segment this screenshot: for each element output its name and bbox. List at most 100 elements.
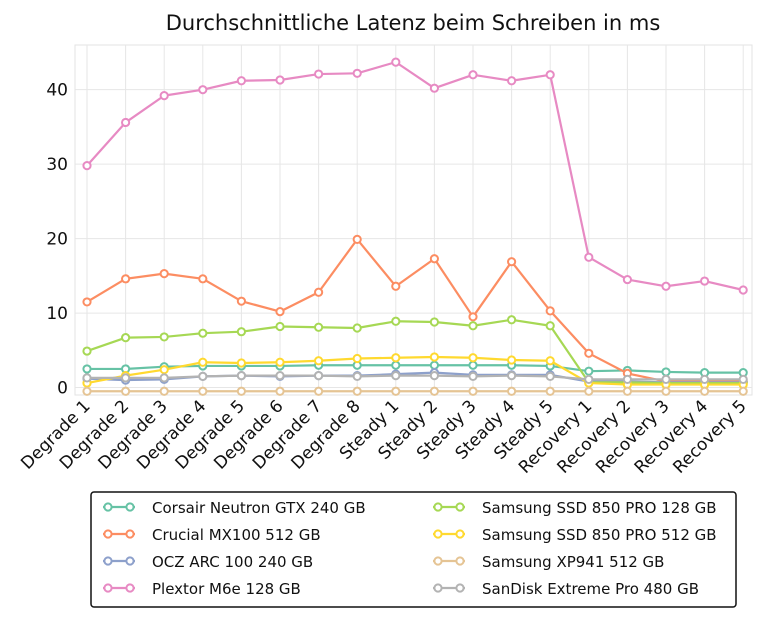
data-point — [429, 352, 439, 362]
data-point — [391, 371, 401, 381]
y-tick-label: 30 — [46, 155, 68, 175]
legend-marker — [125, 502, 135, 512]
data-point — [700, 276, 710, 286]
legend-item: SanDisk Extreme Pro 480 GB — [433, 580, 699, 598]
data-point — [584, 374, 594, 384]
data-point — [391, 353, 401, 363]
data-point — [507, 76, 517, 86]
data-point — [545, 306, 555, 316]
data-point — [275, 321, 285, 332]
legend-label: Samsung XP941 512 GB — [482, 553, 664, 571]
data-point — [236, 327, 246, 337]
legend-label: Samsung SSD 850 PRO 128 GB — [482, 499, 717, 517]
data-point — [545, 371, 555, 381]
data-point — [661, 367, 671, 377]
data-point — [82, 161, 92, 171]
data-point — [159, 365, 169, 375]
data-point — [198, 85, 208, 95]
data-point — [584, 252, 594, 262]
data-point — [584, 366, 594, 376]
data-point — [545, 321, 555, 331]
legend-item: Samsung SSD 850 PRO 128 GB — [433, 499, 717, 517]
legend-label: Corsair Neutron GTX 240 GB — [152, 499, 366, 517]
legend-label: Crucial MX100 512 GB — [152, 526, 321, 544]
data-point — [738, 374, 748, 384]
data-point — [352, 353, 362, 364]
data-point — [352, 234, 362, 244]
data-point — [236, 296, 246, 306]
data-point — [468, 371, 478, 381]
legend-label: SanDisk Extreme Pro 480 GB — [482, 580, 699, 598]
legend-box — [90, 491, 737, 608]
data-point — [429, 317, 439, 327]
data-point — [391, 57, 401, 67]
data-point — [236, 371, 246, 381]
data-point — [507, 355, 517, 365]
data-point — [738, 285, 748, 295]
data-point — [198, 386, 208, 396]
plot-area — [74, 44, 753, 396]
series-line — [86, 238, 744, 383]
data-point — [661, 281, 671, 291]
data-point — [159, 373, 169, 383]
data-point — [584, 348, 594, 358]
data-point — [507, 386, 517, 396]
legend-item: Plextor M6e 128 GB — [103, 580, 301, 598]
data-point — [198, 357, 208, 367]
legend-marker — [433, 556, 443, 566]
legend-marker — [455, 556, 465, 566]
data-point — [352, 323, 362, 333]
legend-marker — [103, 556, 113, 566]
data-point — [236, 76, 246, 86]
data-point — [429, 360, 439, 370]
legend-item: Corsair Neutron GTX 240 GB — [103, 499, 366, 517]
data-point — [391, 281, 401, 291]
data-point — [121, 117, 131, 128]
legend-marker — [103, 502, 113, 512]
data-point — [275, 75, 285, 85]
legend: Corsair Neutron GTX 240 GB Crucial MX100 … — [103, 499, 717, 598]
data-point — [468, 360, 478, 370]
legend-marker — [103, 529, 113, 539]
data-point — [661, 374, 671, 384]
data-point — [314, 356, 324, 366]
y-tick-label: 10 — [46, 304, 68, 324]
legend-label: Samsung SSD 850 PRO 512 GB — [482, 526, 717, 544]
data-point — [159, 91, 169, 101]
data-point — [507, 371, 517, 381]
legend-marker — [433, 529, 443, 539]
data-point — [391, 360, 401, 370]
data-point — [622, 374, 633, 384]
legend-item: Samsung SSD 850 PRO 512 GB — [433, 526, 717, 544]
data-point — [198, 371, 208, 381]
series-6 — [82, 386, 748, 396]
series-line — [86, 61, 744, 292]
data-point — [391, 316, 401, 326]
series-line — [87, 374, 744, 381]
data-point — [314, 69, 324, 79]
data-point — [121, 333, 131, 343]
data-point — [275, 306, 285, 317]
data-point — [468, 321, 478, 331]
series-0 — [82, 360, 748, 378]
data-point — [661, 386, 671, 396]
legend-item: Samsung XP941 512 GB — [433, 553, 664, 571]
data-point — [352, 371, 362, 381]
data-point — [468, 312, 478, 322]
data-point — [275, 357, 285, 367]
legend-label: OCZ ARC 100 240 GB — [152, 553, 313, 571]
y-tick-label: 20 — [46, 230, 68, 250]
data-point — [507, 257, 517, 267]
legend-item: Crucial MX100 512 GB — [103, 526, 321, 544]
data-point — [429, 83, 439, 93]
data-point — [468, 386, 478, 396]
data-point — [468, 70, 478, 80]
data-point — [391, 386, 401, 396]
data-point — [82, 364, 92, 374]
data-point — [82, 346, 92, 356]
data-point — [198, 274, 208, 284]
series-group — [82, 57, 748, 396]
data-point — [159, 332, 169, 342]
